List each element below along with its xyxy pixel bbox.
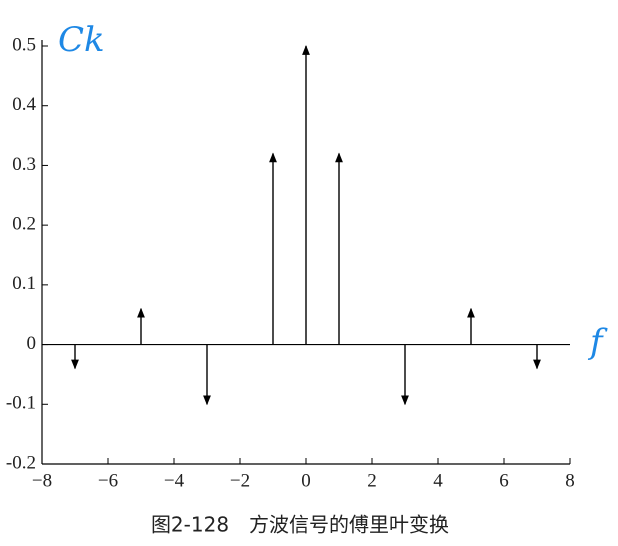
x-tick-label: −6 <box>98 470 118 491</box>
y-tick-label: -0.1 <box>6 393 36 414</box>
y-tick-label: 0.1 <box>12 273 36 294</box>
y-tick-label: -0.2 <box>6 452 36 473</box>
x-tick-label: 4 <box>433 470 443 491</box>
y-tick-label: 0 <box>27 333 37 354</box>
caption: 图2-128 方波信号的傅里叶变换 <box>151 513 449 537</box>
y-tick-label: 0.2 <box>12 214 36 235</box>
x-tick-label: −4 <box>164 470 185 491</box>
y-tick-label: 0.4 <box>12 94 36 115</box>
y-annotation: Ck <box>58 20 105 60</box>
x-tick-label: 6 <box>499 470 509 491</box>
x-tick-label: −8 <box>32 470 52 491</box>
y-tick-label: 0.5 <box>12 34 36 55</box>
x-annotation: f <box>587 322 608 362</box>
x-tick-label: 2 <box>367 470 377 491</box>
x-tick-label: −2 <box>230 470 250 491</box>
x-tick-label: 0 <box>301 470 311 491</box>
x-tick-label: 8 <box>565 470 575 491</box>
y-tick-label: 0.3 <box>12 154 36 175</box>
